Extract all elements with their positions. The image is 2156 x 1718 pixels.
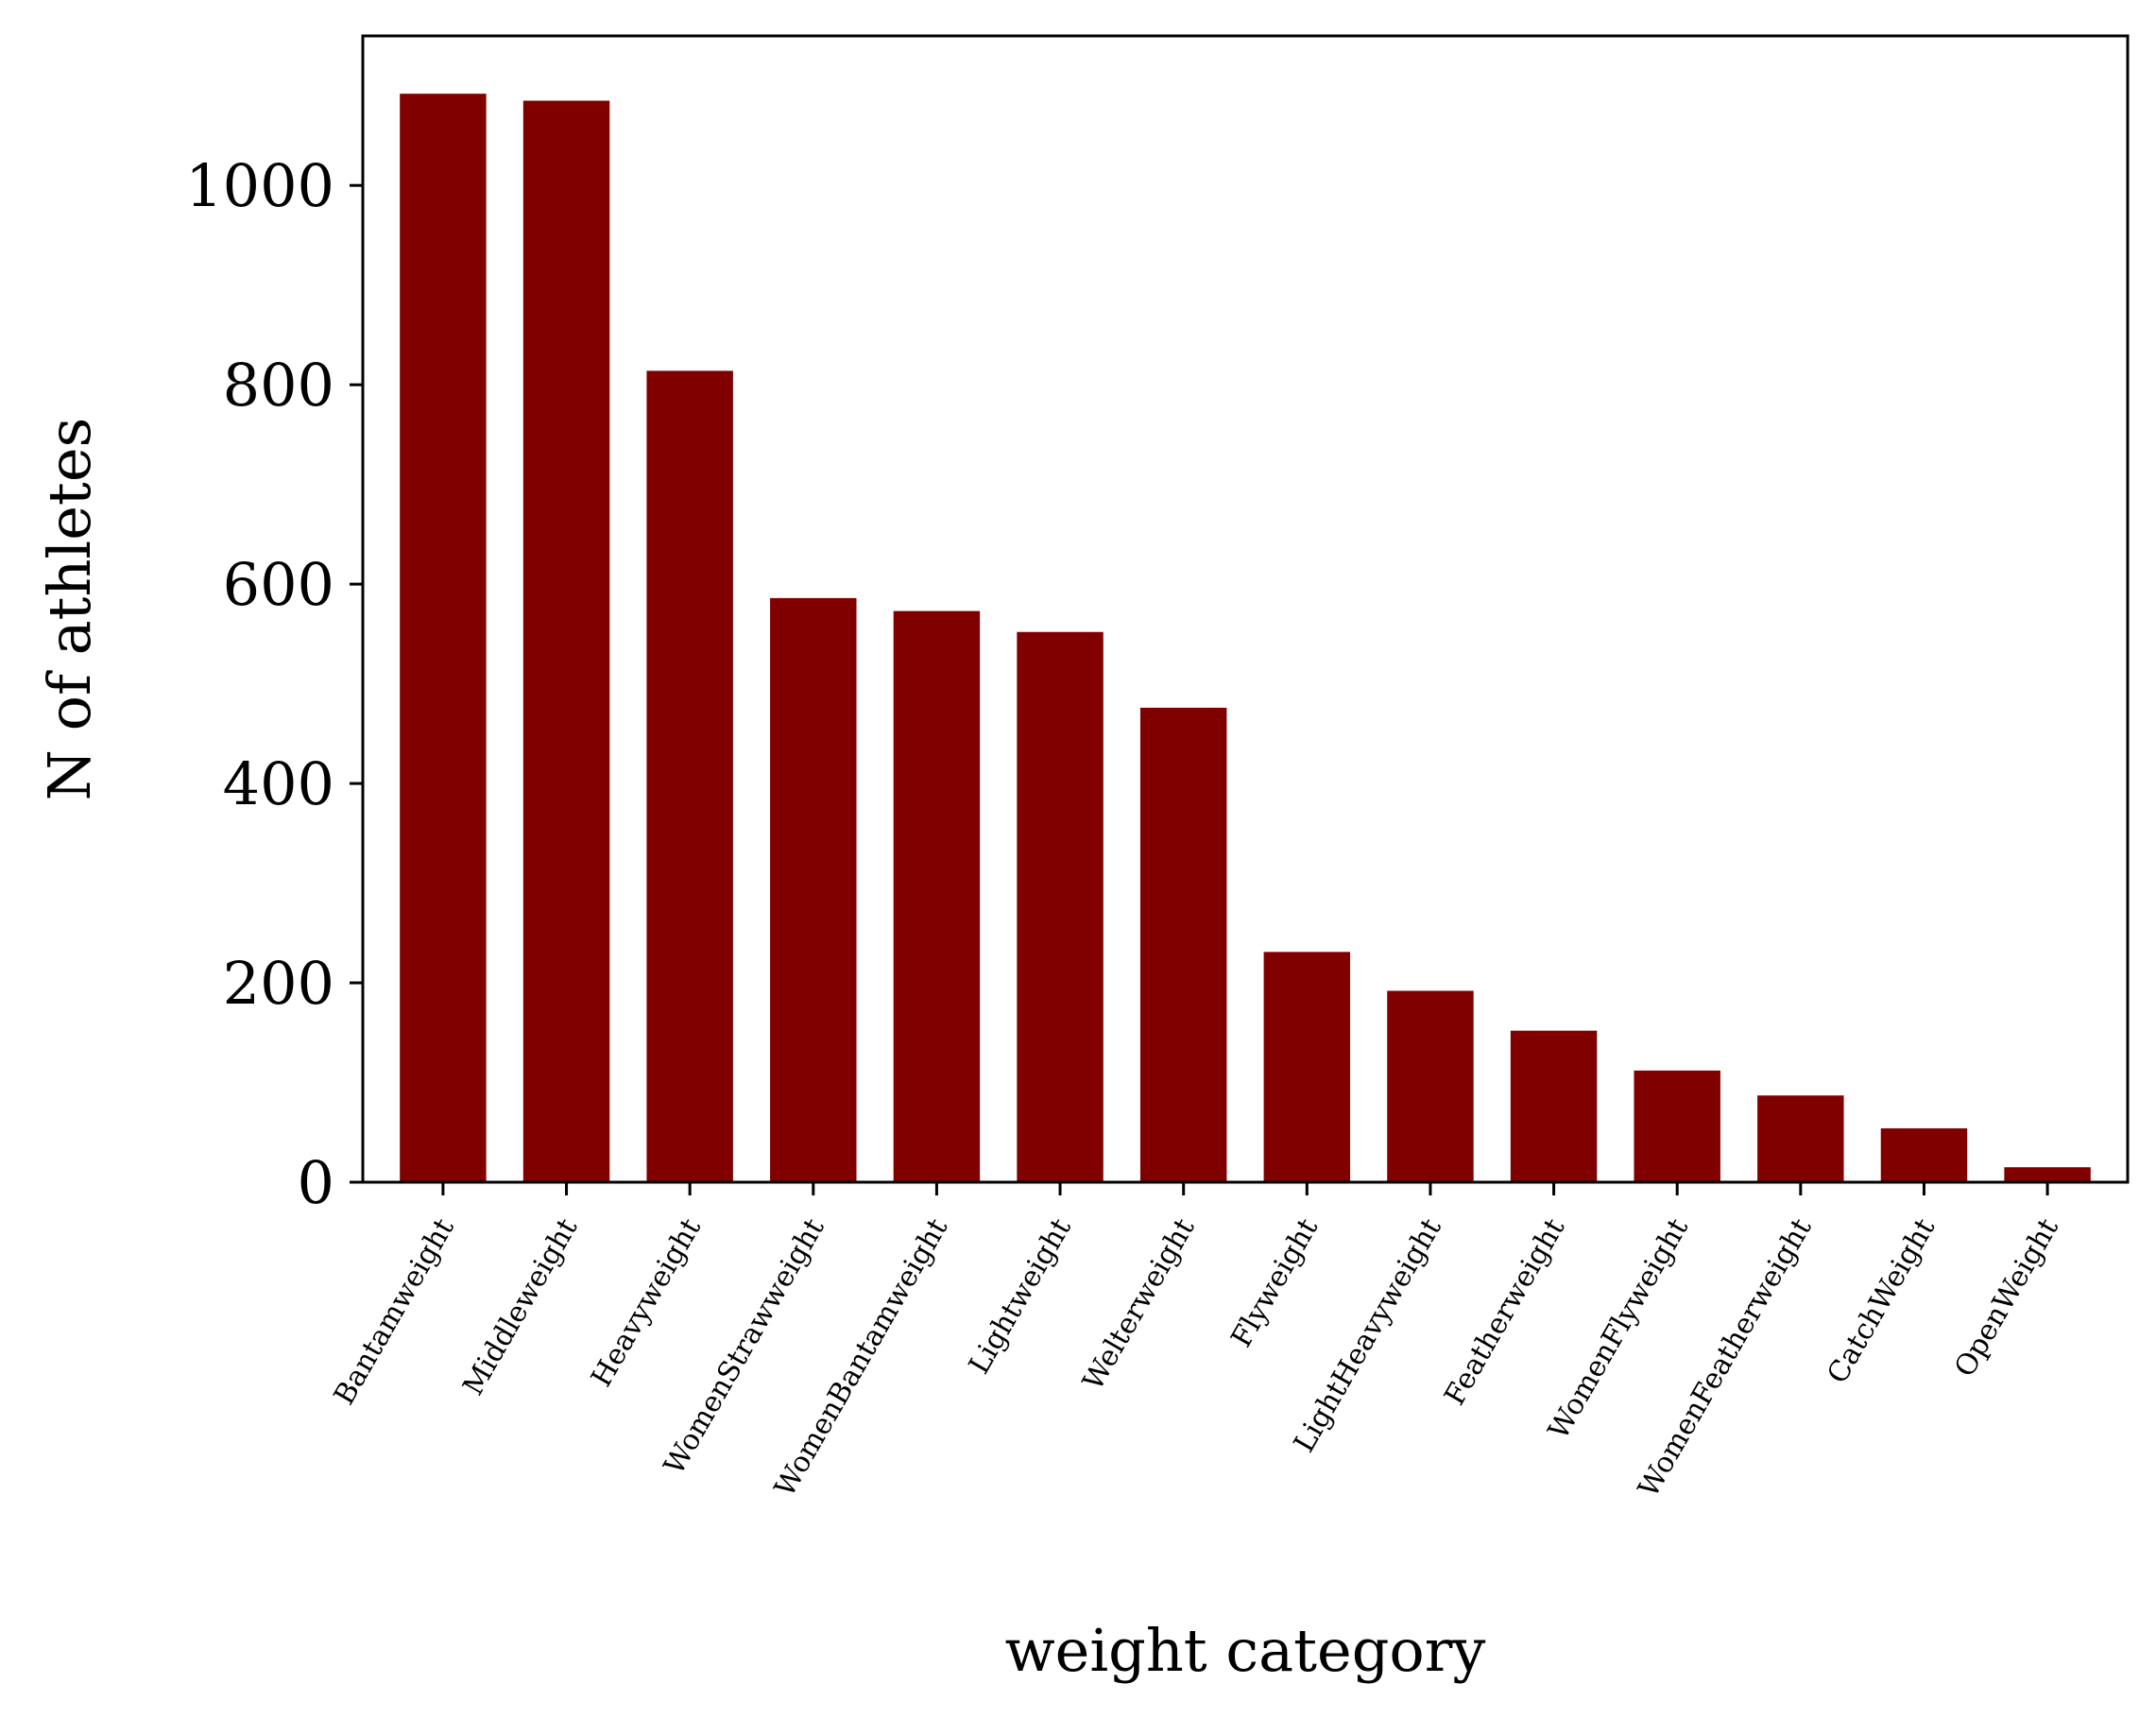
x-tick-label: Middleweight [456, 1213, 584, 1401]
x-axis-label: weight category [1005, 1616, 1486, 1685]
x-tick-label: WomenFlyweight [1542, 1213, 1695, 1446]
bar-Heavyweight [646, 370, 733, 1182]
bar-WomenStrawweight [770, 597, 857, 1182]
plot-frame [361, 34, 2130, 1184]
y-tick-label: 0 [298, 1148, 334, 1217]
bar-OpenWeight [2004, 1167, 2091, 1182]
y-tick-label: 600 [223, 550, 334, 619]
x-tick-label: Featherweight [1438, 1213, 1571, 1412]
bar-Middleweight [522, 100, 610, 1182]
y-axis-label: N of athletes [35, 418, 104, 801]
x-tick-label: Heavyweight [585, 1213, 708, 1393]
bar-WomenBantamweight [893, 610, 981, 1182]
bar-WomenFeatherweight [1757, 1095, 1844, 1182]
x-tick-label: Welterweight [1077, 1213, 1202, 1397]
bar-LightHeavyweight [1387, 990, 1474, 1182]
bar-WomenFlyweight [1634, 1070, 1720, 1182]
x-tick-label: CatchWeight [1821, 1213, 1942, 1390]
bar-Welterweight [1139, 707, 1227, 1182]
bar-Lightweight [1017, 631, 1104, 1182]
y-axis-ticks: 0 200 400 600 800 1000 [185, 151, 363, 1217]
x-tick-label: Lightweight [963, 1213, 1078, 1381]
bars-group [400, 94, 2091, 1183]
bar-Featherweight [1510, 1030, 1598, 1182]
y-tick-label: 200 [223, 949, 334, 1018]
x-tick-label: Flyweight [1224, 1213, 1325, 1353]
y-tick-label: 800 [223, 351, 334, 420]
y-tick-label: 1000 [185, 151, 334, 220]
bar-Bantamweight [400, 94, 487, 1183]
x-tick-label: OpenWeight [1948, 1213, 2065, 1383]
bar-CatchWeight [1880, 1128, 1968, 1182]
x-tick-label: Bantamweight [328, 1213, 461, 1411]
bar-Flyweight [1263, 952, 1351, 1182]
y-tick-label: 400 [223, 749, 334, 818]
